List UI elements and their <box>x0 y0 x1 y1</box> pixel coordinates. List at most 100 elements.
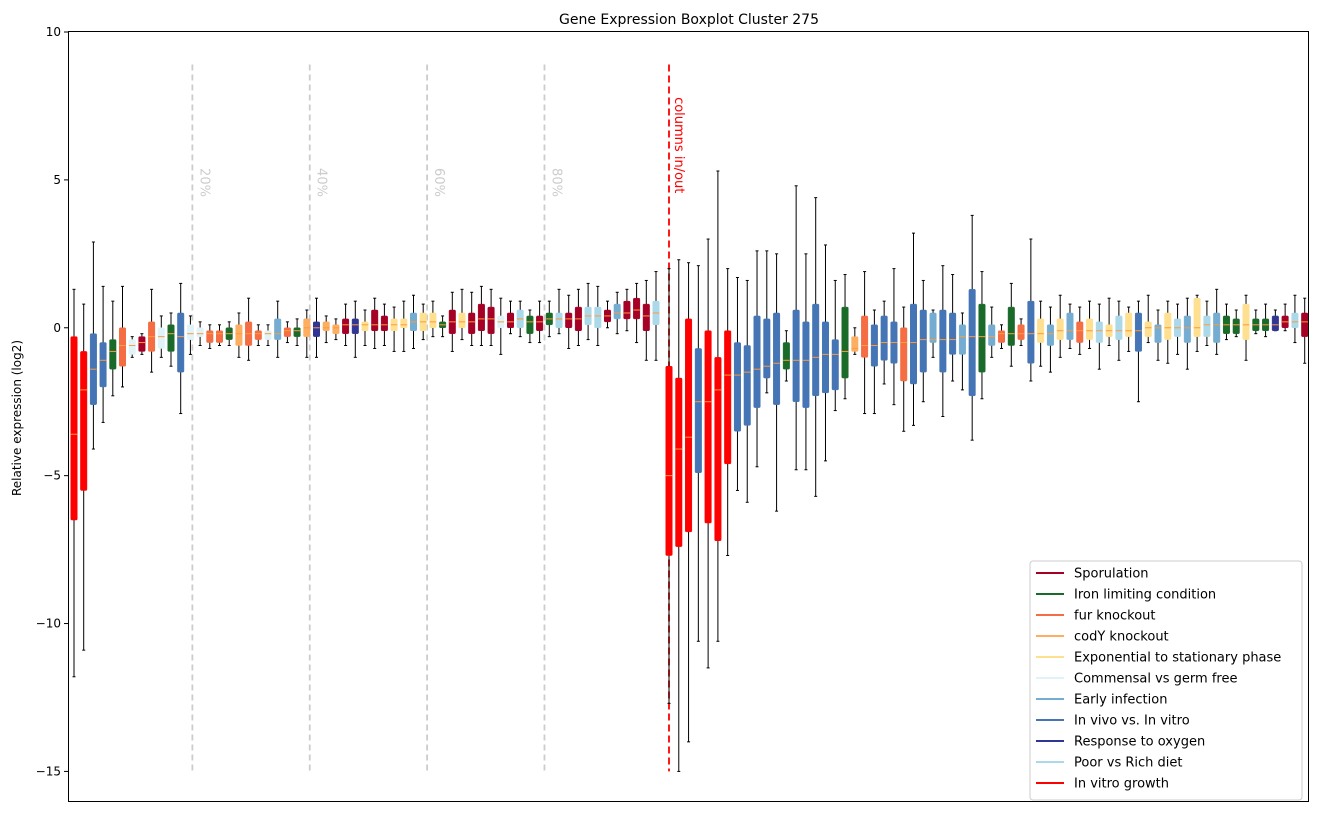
box-body <box>1057 319 1064 340</box>
box-body <box>1272 316 1279 331</box>
box-body <box>177 313 184 372</box>
box-body <box>71 337 78 520</box>
box-body <box>940 310 947 372</box>
box-body <box>1096 322 1103 343</box>
box-body <box>979 304 986 372</box>
box-body <box>881 316 888 360</box>
box-body <box>842 307 849 378</box>
box-body <box>773 313 780 405</box>
box-body <box>666 366 673 555</box>
legend: Sporulation Iron limiting condition fur kn… <box>1030 561 1302 800</box>
legend-label: codY knockout <box>1074 630 1169 645</box>
box-body <box>265 331 272 340</box>
y-tick-label: 10 <box>46 25 61 39</box>
box-body <box>207 331 214 343</box>
box-body <box>695 348 702 472</box>
box-body <box>255 331 261 340</box>
box-body <box>507 313 514 328</box>
box-body <box>129 340 136 355</box>
box-body <box>764 319 771 378</box>
box-body <box>783 343 790 370</box>
y-tick-label: 5 <box>53 173 61 187</box>
box-body <box>1018 325 1025 340</box>
box-body <box>139 337 146 352</box>
box-body <box>1213 313 1220 343</box>
legend-label: Sporulation <box>1074 567 1149 582</box>
legend-label: Commensal vs germ free <box>1074 672 1237 687</box>
box-body <box>1037 319 1044 343</box>
box-body <box>1292 313 1299 328</box>
box-body <box>1077 322 1084 343</box>
box-body <box>342 319 349 334</box>
box-body <box>1301 313 1308 337</box>
box-body <box>624 301 631 319</box>
box-body <box>595 307 602 328</box>
box-body <box>274 319 281 340</box>
box-body <box>1135 313 1142 351</box>
box-body <box>216 331 223 343</box>
box-body <box>565 313 572 328</box>
y-tick-label: −5 <box>43 469 61 483</box>
box-body <box>1233 319 1240 334</box>
box-body <box>536 316 543 331</box>
box-body <box>861 316 868 357</box>
box-body <box>910 304 917 384</box>
box-body <box>168 325 175 352</box>
box-body <box>715 357 722 540</box>
box-body <box>920 310 927 372</box>
box-body <box>459 313 466 328</box>
box-body <box>930 313 937 343</box>
box-body <box>643 304 650 331</box>
percentile-label: 40% <box>314 168 329 197</box>
box-body <box>998 331 1005 343</box>
legend-label: Iron limiting condition <box>1074 588 1216 603</box>
box-body <box>754 316 761 408</box>
box-body <box>1028 301 1035 363</box>
box-body <box>812 304 819 396</box>
box-body <box>614 304 621 319</box>
box-body <box>100 343 107 387</box>
legend-label: In vitro growth <box>1074 777 1169 792</box>
box-body <box>362 322 369 331</box>
box-body <box>119 328 126 366</box>
y-axis-label: Relative expression (log2) <box>10 340 24 496</box>
box-body <box>633 298 640 319</box>
percentile-label: 60% <box>431 168 446 197</box>
box-body <box>556 313 563 328</box>
box-body <box>323 322 330 331</box>
box-body <box>1243 304 1250 339</box>
box-body <box>197 328 204 337</box>
box-body <box>1125 313 1132 337</box>
box-body <box>1204 316 1211 337</box>
box-body <box>401 319 408 328</box>
box-body <box>294 328 301 337</box>
box-body <box>158 328 165 349</box>
legend-label: Exponential to stationary phase <box>1074 651 1281 666</box>
y-tick-label: 0 <box>53 321 61 335</box>
box-body <box>705 331 712 523</box>
box-body <box>1145 322 1152 337</box>
box-body <box>313 322 320 337</box>
box-body <box>676 378 683 547</box>
box-body <box>1194 298 1201 336</box>
box-body <box>685 319 692 532</box>
legend-label: Early infection <box>1074 693 1167 708</box>
box-body <box>744 346 751 426</box>
box-body <box>803 322 810 408</box>
box-body <box>371 310 378 331</box>
legend-label: Poor vs Rich diet <box>1074 756 1182 771</box>
box-body <box>988 325 995 346</box>
box-body <box>187 325 194 340</box>
box-body <box>80 351 87 490</box>
box-body <box>352 319 359 334</box>
box-body <box>527 316 534 334</box>
box-body <box>969 289 976 395</box>
box-body <box>478 304 485 331</box>
box-body <box>822 322 829 393</box>
box-body <box>284 328 291 337</box>
box-body <box>900 328 907 381</box>
box-body <box>832 340 839 390</box>
box-body <box>852 337 859 352</box>
